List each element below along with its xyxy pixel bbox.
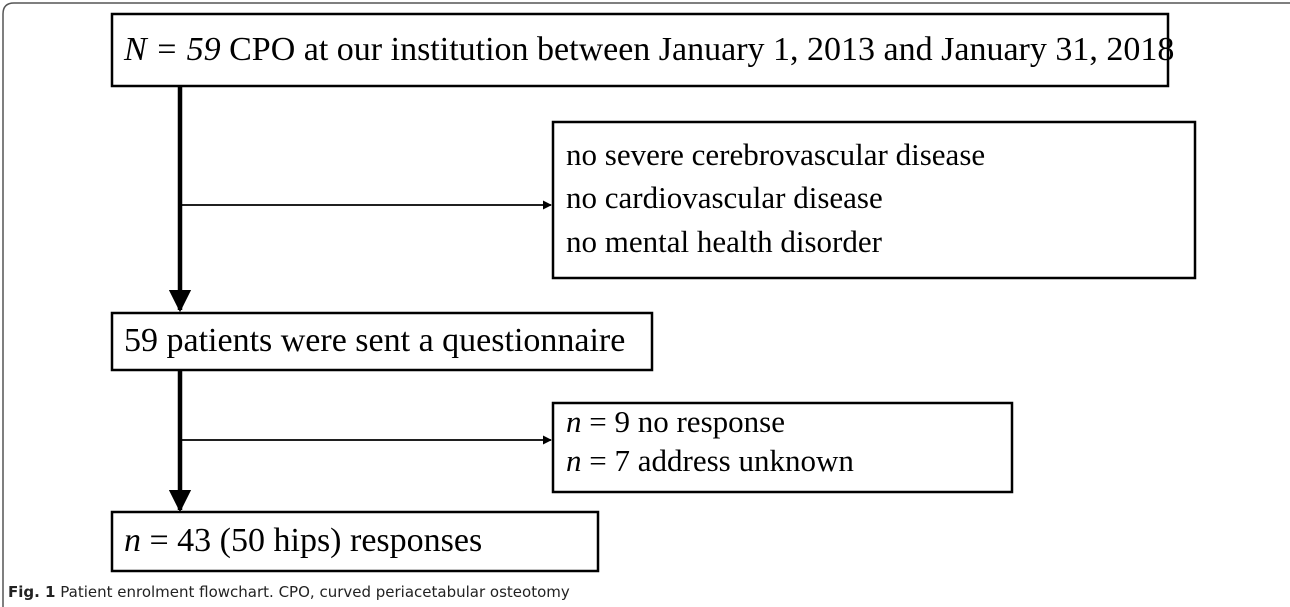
text: CPO at our institution between January 1… [221, 31, 1175, 68]
caption-label: Fig. 1 [8, 583, 55, 601]
node-label: N = 59 CPO at our institution between Ja… [123, 31, 1174, 68]
italic-text: n [566, 443, 582, 478]
caption: Fig. 1 Patient enrolment flowchart. CPO,… [8, 583, 570, 601]
italic-text: n [566, 404, 582, 439]
node-label: no mental health disorder [566, 224, 883, 259]
italic-text: n [124, 522, 141, 559]
node-box [110, 510, 600, 573]
caption-text: Patient enrolment flowchart. CPO, curved… [55, 583, 569, 601]
node-box [551, 401, 1014, 494]
node-label: no cardiovascular disease [566, 180, 883, 215]
text: = 9 no response [582, 404, 785, 439]
text: = 43 (50 hips) responses [141, 522, 482, 559]
node-box [551, 120, 1197, 280]
node-label: n = 7 address unknown [566, 443, 854, 478]
italic-text: N = 59 [123, 31, 221, 68]
node-label: n = 9 no response [566, 404, 785, 439]
node-label: n = 43 (50 hips) responses [124, 522, 482, 559]
node-box [110, 311, 654, 372]
node-box [110, 12, 1170, 88]
text: = 7 address unknown [582, 443, 855, 478]
node-label: no severe cerebrovascular disease [566, 137, 985, 172]
node-label: 59 patients were sent a questionnaire [124, 322, 625, 359]
